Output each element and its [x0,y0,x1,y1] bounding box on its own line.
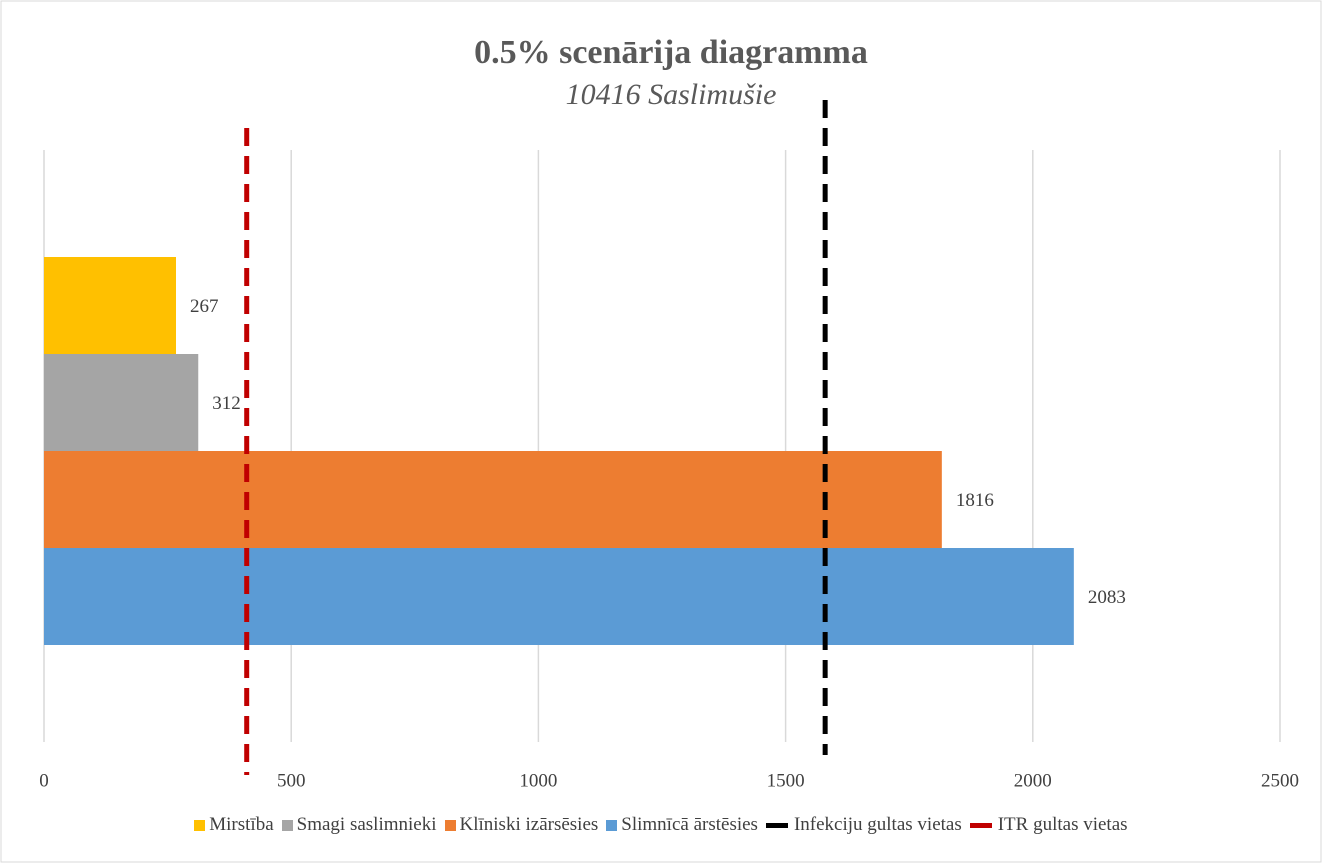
legend-swatch [444,820,456,831]
legend-swatch [765,823,788,828]
legend-label: Smagi saslimnieki [296,814,437,835]
x-tick-label: 500 [277,770,306,791]
legend-swatch [281,820,293,831]
bar [44,257,177,354]
data-label: 1816 [956,490,994,511]
legend-swatch [969,823,992,828]
x-tick-label: 2500 [1261,770,1299,791]
bar [44,354,199,451]
x-tick-label: 2000 [1014,770,1052,791]
chart-title: 0.5% scenārija diagramma [474,34,868,71]
legend-item: Mirstība [194,814,274,836]
legend-label: Slimnīcā ārstēsies [621,814,758,835]
legend-item: Infekciju gultas vietas [765,814,962,836]
x-tick-label: 0 [39,770,49,791]
legend-item: Slimnīcā ārstēsies [606,814,758,836]
legend-label: ITR gultas vietas [997,814,1128,835]
legend-label: Infekciju gultas vietas [793,814,962,835]
legend-label: Mirstība [209,814,274,835]
x-tick-label: 1500 [767,770,805,791]
legend-item: Klīniski izārsēsies [444,814,599,836]
legend-item: Smagi saslimnieki [281,814,437,836]
x-tick-label: 1000 [519,770,557,791]
legend-swatch [194,820,206,831]
data-label: 312 [212,393,241,414]
chart-subtitle: 10416 Saslimušie [566,78,777,111]
legend: Mirstība Smagi saslimnieki Klīniski izārsē… [0,814,1322,836]
data-label: 267 [190,296,219,317]
bar [44,451,942,548]
bar [44,548,1074,645]
legend-swatch [606,820,618,831]
legend-item: ITR gultas vietas [969,814,1128,836]
legend-label: Klīniski izārsēsies [459,814,599,835]
data-label: 2083 [1088,587,1126,608]
